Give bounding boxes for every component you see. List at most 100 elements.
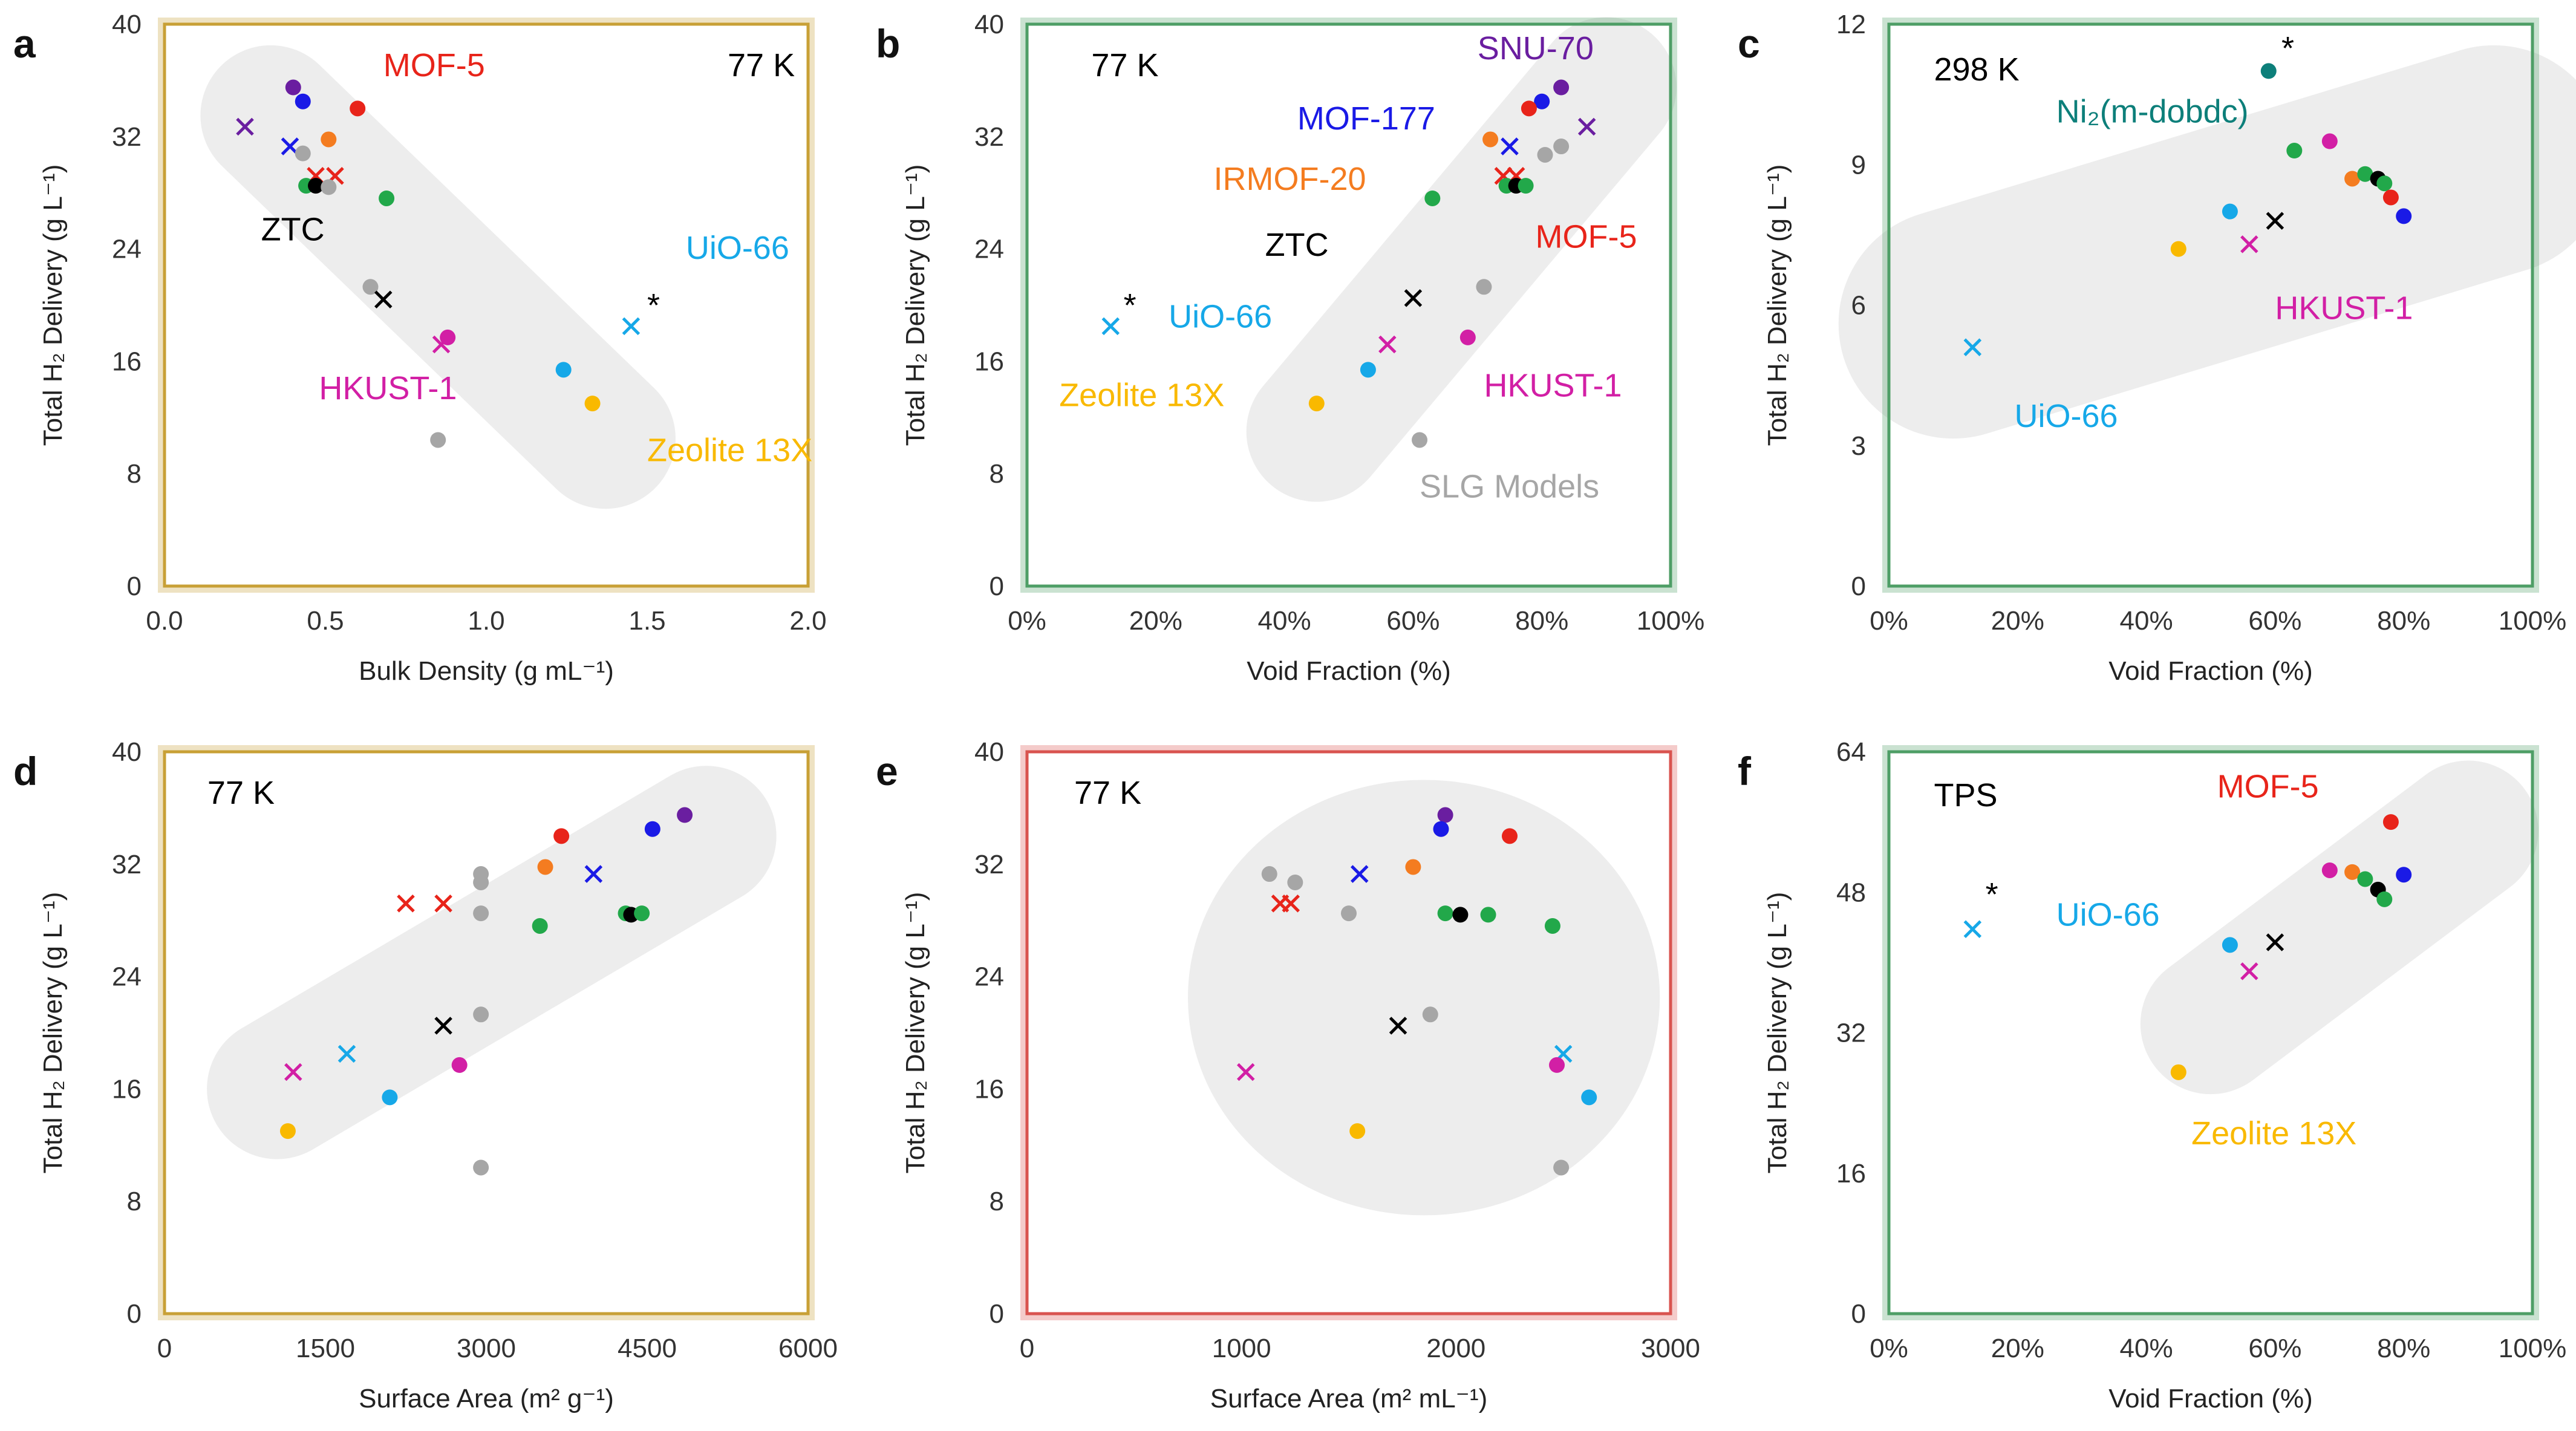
x-tick-label: 0.0 — [146, 606, 183, 636]
y-tick-label: 32 — [112, 122, 142, 152]
data-point-x — [2240, 962, 2258, 980]
annotation-label: HKUST-1 — [319, 370, 457, 406]
data-point-circle — [1422, 1006, 1438, 1023]
chart-panel-c: 0% 20% 40% 60% 80% 100% 0 3 6 9 12 Void Fraction (%… — [1738, 10, 2576, 686]
x-tick-label: 80% — [1515, 606, 1568, 636]
data-point-circle — [1433, 821, 1449, 837]
y-tick-label: 0 — [990, 1299, 1004, 1329]
highlight-region — [2140, 760, 2539, 1095]
data-point-circle — [295, 145, 311, 161]
y-tick-label: 40 — [974, 10, 1004, 39]
x-tick-label: 60% — [1386, 606, 1440, 636]
data-point-x — [2266, 933, 2284, 951]
annotation-label: HKUST-1 — [1484, 367, 1622, 403]
y-tick-label: 6 — [1851, 291, 1866, 321]
x-axis-title: Bulk Density (g mL⁻¹) — [359, 656, 614, 686]
data-point-circle — [382, 1089, 398, 1106]
data-point-circle — [379, 190, 395, 206]
panel-frame — [1887, 22, 2534, 588]
data-point-circle — [2222, 203, 2238, 220]
data-point-x — [584, 865, 603, 883]
x-tick-label: 0 — [157, 1334, 172, 1363]
y-tick-label: 24 — [112, 235, 142, 264]
data-point-circle — [1553, 1159, 1570, 1176]
data-point-x — [1963, 338, 1982, 356]
y-axis-title: Total H₂ Delivery (g L⁻¹) — [901, 892, 930, 1174]
data-point-x — [1404, 289, 1423, 307]
data-point-circle — [2344, 864, 2361, 880]
data-point-circle — [1502, 828, 1518, 844]
panel-letter: d — [13, 749, 37, 794]
x-tick-label: 1000 — [1212, 1334, 1271, 1363]
data-point-x — [1378, 335, 1397, 354]
data-point-circle — [1521, 100, 1537, 117]
data-point-circle — [2396, 867, 2412, 883]
data-point-circle — [2321, 862, 2338, 878]
data-point-circle — [1553, 139, 1570, 155]
x-tick-label: 0.5 — [307, 606, 344, 636]
x-tick-label: 6000 — [778, 1334, 838, 1363]
annotation-label: MOF-177 — [1297, 100, 1435, 137]
y-axis-title: Total H₂ Delivery (g L⁻¹) — [901, 165, 930, 446]
data-point-circle — [1553, 79, 1570, 96]
data-point-circle — [1459, 329, 1476, 345]
x-tick-label: 40% — [2120, 606, 2173, 636]
data-point-circle — [2382, 814, 2399, 830]
y-tick-label: 16 — [112, 347, 142, 376]
annotation-label: UiO-66 — [2014, 398, 2118, 434]
y-tick-label: 32 — [974, 122, 1004, 152]
y-tick-label: 8 — [127, 1187, 142, 1216]
panel-frame — [1887, 750, 2534, 1315]
data-point-circle — [1581, 1089, 1597, 1106]
y-tick-label: 64 — [1836, 737, 1866, 767]
data-point-circle — [1452, 907, 1469, 923]
data-point-x — [1389, 1017, 1407, 1035]
outlier-asterisk: * — [1986, 876, 1998, 913]
data-point-circle — [473, 874, 489, 890]
y-tick-label: 8 — [990, 459, 1004, 489]
data-point-circle — [1349, 1123, 1366, 1139]
data-point-x — [2240, 235, 2258, 253]
data-point-circle — [350, 100, 366, 117]
data-point-x — [434, 1017, 452, 1035]
data-point-circle — [1412, 432, 1428, 448]
data-point-x — [434, 895, 452, 913]
annotation-label: TPS — [1934, 777, 1997, 813]
panel-frame-glow — [1020, 18, 1677, 593]
data-point-circle — [2286, 143, 2303, 159]
y-tick-label: 0 — [1851, 572, 1866, 601]
data-point-circle — [1480, 907, 1496, 923]
y-tick-label: 32 — [974, 850, 1004, 879]
data-point-circle — [1341, 905, 1357, 922]
chart-panel-b: 0% 20% 40% 60% 80% 100% 0 8 16 24 32 40 Void Fractio… — [876, 10, 1704, 686]
data-point-circle — [362, 279, 379, 295]
data-point-circle — [1437, 905, 1453, 922]
chart-panel-d: 0 1500 3000 4500 6000 0 8 16 24 32 40 Surface Area … — [13, 737, 838, 1413]
x-tick-label: 20% — [1129, 606, 1182, 636]
y-tick-label: 40 — [112, 10, 142, 39]
highlight-region — [1838, 45, 2576, 439]
outlier-asterisk: * — [2281, 30, 2294, 67]
x-tick-label: 80% — [2377, 606, 2430, 636]
data-point-x — [1577, 117, 1596, 136]
y-tick-label: 0 — [1851, 1299, 1866, 1329]
data-point-circle — [634, 905, 650, 922]
data-point-x — [374, 290, 393, 308]
x-tick-label: 1.0 — [468, 606, 504, 636]
data-point-circle — [1544, 918, 1560, 934]
x-tick-label: 40% — [1258, 606, 1311, 636]
y-tick-label: 0 — [127, 1299, 142, 1329]
x-tick-label: 20% — [1991, 1334, 2044, 1363]
x-tick-label: 3000 — [457, 1334, 516, 1363]
data-point-circle — [1437, 807, 1453, 823]
chart-panel-a: 0.0 0.5 1.0 1.5 2.0 0 8 16 24 32 40 Bulk Density (g… — [13, 10, 827, 686]
y-tick-label: 24 — [974, 235, 1004, 264]
outlier-asterisk: * — [1124, 287, 1136, 324]
x-axis-title: Surface Area (m² g⁻¹) — [359, 1384, 614, 1413]
annotation-label: IRMOF-20 — [1214, 161, 1366, 197]
annotation-label: MOF-5 — [2217, 768, 2319, 804]
annotation-label: Zeolite 13X — [647, 432, 812, 468]
data-point-circle — [321, 179, 337, 195]
data-point-circle — [473, 1159, 489, 1176]
annotation-label: UiO-66 — [1169, 299, 1272, 335]
